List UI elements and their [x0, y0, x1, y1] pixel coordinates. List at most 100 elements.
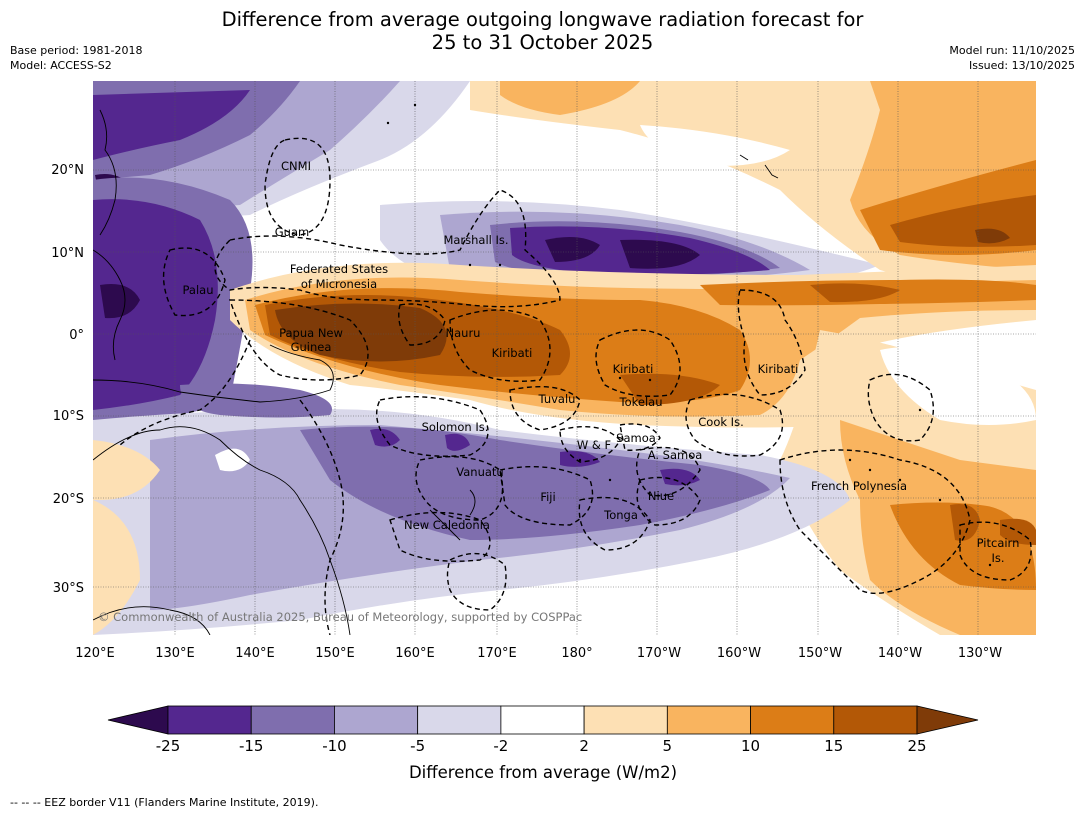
lat-label: 20°N [51, 163, 84, 178]
colorbar-extend-low [107, 705, 169, 735]
island-dot [918, 408, 922, 412]
label-png-2: Guinea [291, 340, 332, 354]
lat-label: 0° [69, 328, 84, 343]
eez-cnmi [264, 137, 331, 236]
island-dot [868, 468, 872, 472]
borneo-coast [93, 249, 126, 361]
colorbar-extend-high [916, 705, 979, 735]
eez-american-samoa [636, 446, 701, 497]
region-labels: CNMI Guam Marshall Is. Federated States … [183, 159, 1020, 565]
label-fiji: Fiji [540, 490, 555, 504]
lon-label: 130°E [155, 646, 195, 661]
label-niue: Niue [648, 489, 674, 503]
olr-contour [93, 500, 140, 635]
lon-label: 140°E [235, 646, 275, 661]
olr-contour [950, 504, 980, 541]
lon-label: 150°W [798, 646, 842, 661]
island-dot [578, 458, 582, 462]
eez-samoa [619, 423, 661, 451]
colorbar-tick: 25 [907, 737, 926, 755]
colorbar-segment [250, 705, 335, 735]
label-png-1: Papua New [279, 326, 343, 340]
label-tokelau: Tokelau [619, 395, 663, 409]
olr-contour [215, 448, 250, 472]
label-kiribati-west: Kiribati [492, 346, 533, 360]
lon-label: 140°W [878, 646, 922, 661]
base-period: Base period: 1981-2018 [10, 44, 143, 57]
colorbar-tick: -10 [322, 737, 347, 755]
eez-australia-north [119, 339, 251, 446]
lon-label: 120°E [75, 646, 115, 661]
colorbar-segment [666, 705, 751, 735]
lon-label: 180° [561, 646, 592, 661]
colorbar-tick: 5 [663, 737, 673, 755]
olr-contour [370, 428, 400, 447]
eez-solomon [376, 395, 489, 457]
copyright-note: © Commonwealth of Australia 2025, Bureau… [98, 610, 582, 624]
label-french-polynesia: French Polynesia [811, 479, 907, 493]
eez-png [229, 299, 369, 381]
colorbar-tick: 2 [579, 737, 589, 755]
label-wallis-futuna: W & F [577, 438, 611, 452]
label-marshall: Marshall Is. [443, 233, 508, 247]
olr-contour [640, 125, 790, 166]
olr-contour [93, 440, 160, 500]
colorbar-segment [167, 705, 252, 735]
label-micronesia-2: of Micronesia [301, 277, 377, 291]
issued-date: Issued: 13/10/2025 [968, 59, 1075, 72]
lon-label: 170°E [477, 646, 517, 661]
lat-label: 20°S [53, 492, 84, 507]
label-tonga: Tonga [603, 508, 638, 522]
colorbar-title: Difference from average (W/m2) [409, 763, 677, 782]
olr-contour [100, 284, 140, 319]
olr-contour [180, 383, 332, 418]
island-dot [618, 376, 622, 380]
label-nauru: Nauru [446, 326, 481, 340]
label-american-samoa: A. Samoa [648, 448, 703, 462]
eez-kiribati-west [449, 309, 551, 382]
lat-label: 10°S [53, 409, 84, 424]
eez-tonga [578, 496, 651, 551]
label-new-caledonia: New Caledonia [404, 518, 490, 532]
colorbar-segment [417, 705, 502, 735]
eez-cook-islands [685, 393, 784, 457]
hawaii-coast [739, 154, 779, 179]
olr-contour [93, 90, 250, 160]
colorbar-tick: 15 [824, 737, 843, 755]
vanuatu-coast [469, 489, 476, 516]
label-pitcairn-1: Pitcairn [977, 536, 1020, 550]
colorbar-segment [500, 705, 585, 735]
label-cnmi: CNMI [281, 159, 311, 173]
colorbar-tick: -25 [156, 737, 181, 755]
island-dot [498, 263, 502, 267]
model-name: Model: ACCESS-S2 [10, 59, 112, 72]
longitude-labels: 120°E 130°E 140°E 150°E 160°E 170°E 180°… [75, 646, 1002, 661]
island-dot [386, 121, 390, 125]
olr-contour [620, 239, 700, 269]
lon-label: 130°W [958, 646, 1002, 661]
olr-contour [880, 346, 1036, 425]
eez-borders [119, 137, 1032, 635]
olr-contour [810, 283, 900, 303]
eez-footnote: -- -- -- EEZ border V11 (Flanders Marine… [10, 796, 319, 809]
olr-contour [445, 433, 470, 451]
colorbar-segment [833, 705, 918, 735]
colorbar-tick: -15 [239, 737, 264, 755]
australia-coast-south [93, 606, 211, 635]
island-dot [648, 378, 652, 382]
eez-french-polynesia [779, 449, 971, 595]
label-kiribati-east: Kiribati [758, 362, 799, 376]
label-solomon: Solomon Is. [422, 420, 489, 434]
label-micronesia-1: Federated States [290, 262, 388, 276]
meta-left: Base period: 1981-2018 Model: ACCESS-S2 [10, 43, 142, 73]
eez-palau [162, 247, 226, 317]
label-samoa: Samoa [616, 431, 656, 445]
eez-vanuatu [415, 456, 504, 521]
olr-contour [93, 199, 218, 410]
label-palau: Palau [183, 283, 214, 297]
eez-australia-east [299, 399, 344, 635]
eez-nauru [398, 303, 446, 346]
eez-wallis-futuna [559, 425, 621, 463]
model-run: Model run: 11/10/2025 [949, 44, 1075, 57]
colorbar-tick-labels: -25 -15 -10 -5 -2 2 5 10 15 25 [156, 737, 927, 755]
